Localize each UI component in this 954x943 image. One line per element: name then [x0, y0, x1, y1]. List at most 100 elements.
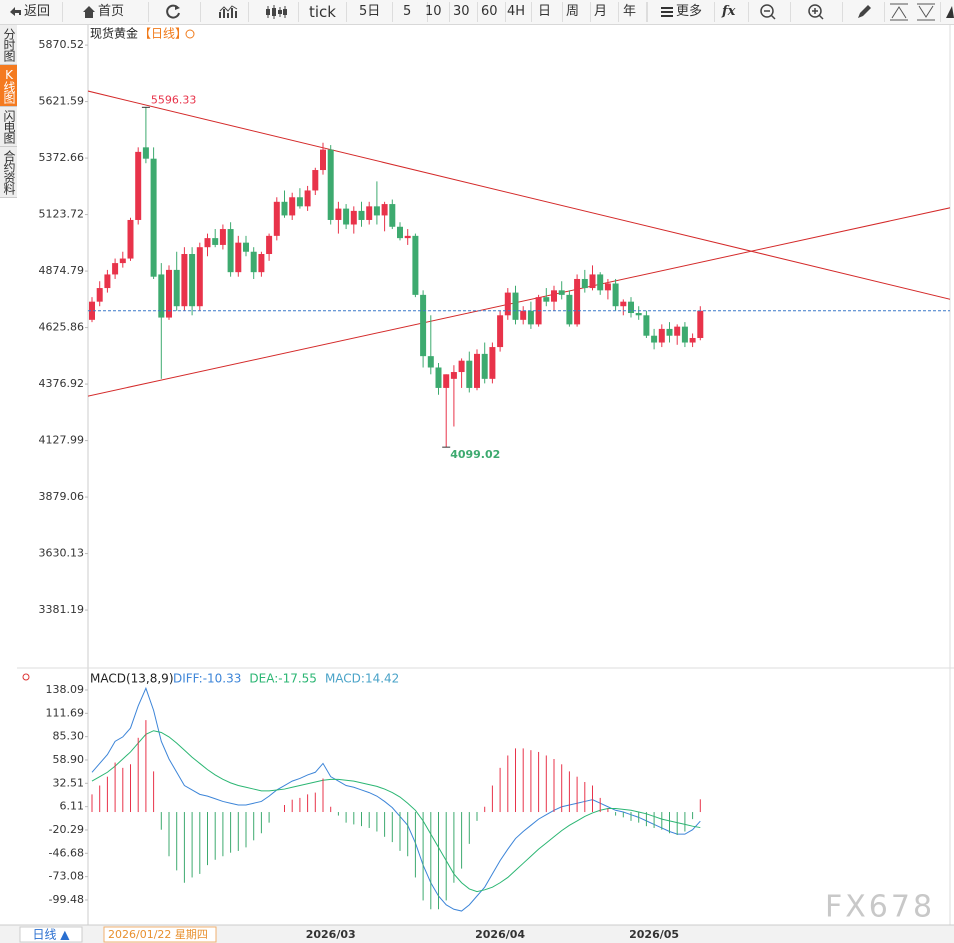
cursor-label: 2026/01/22 星期四: [108, 928, 208, 941]
y-tick-label: -20.29: [49, 823, 84, 836]
candle-body: [335, 208, 342, 220]
candle-body: [373, 206, 380, 216]
candle-body: [289, 197, 296, 216]
candle-body: [566, 294, 573, 325]
pen-icon[interactable]: [855, 0, 873, 24]
home-button[interactable]: 首页: [98, 4, 125, 19]
sidebar-tab[interactable]: 闪电图: [0, 107, 17, 147]
separator: [200, 2, 201, 22]
draw-down-icon[interactable]: [915, 0, 937, 24]
y-tick-label: 4625.86: [39, 321, 85, 334]
sidebar-tab[interactable]: K线图: [0, 65, 17, 107]
separator: [531, 2, 532, 22]
candle-body: [527, 310, 534, 325]
candle-body: [266, 235, 273, 255]
candle-body: [443, 374, 450, 388]
candle-body: [497, 315, 504, 348]
period-button[interactable]: 60: [481, 4, 498, 19]
separator: [505, 2, 506, 22]
candle-body: [651, 335, 658, 343]
candle-icon[interactable]: [264, 0, 288, 24]
zoom-out-icon[interactable]: [759, 0, 777, 24]
candle-body: [412, 235, 419, 295]
period-button[interactable]: 年: [623, 4, 637, 19]
candle-body: [281, 201, 288, 216]
candle-body: [504, 292, 511, 316]
chart-title: 现货黄金: [90, 26, 138, 41]
x-tick-label: 2026/03: [306, 928, 356, 941]
more-button[interactable]: 更多: [676, 4, 703, 19]
candle-body: [604, 283, 611, 291]
back-icon[interactable]: [8, 0, 22, 24]
period-button[interactable]: 日线 ▲: [32, 928, 70, 942]
tick-button[interactable]: tick: [309, 3, 336, 21]
sidebar: 分时图 K线图 闪电图 合约资料: [0, 25, 17, 198]
period-button[interactable]: 30: [453, 4, 470, 19]
max-label: 5596.33: [151, 93, 197, 106]
candle-body: [674, 326, 681, 336]
five-day-button[interactable]: 5日: [359, 4, 381, 19]
period-button[interactable]: 5: [403, 4, 412, 19]
candle-body: [551, 290, 557, 302]
candle-body: [142, 147, 149, 159]
candle-body: [681, 326, 688, 343]
back-button[interactable]: 返回: [24, 4, 51, 19]
min-label: 4099.02: [450, 448, 500, 461]
draw-up-icon[interactable]: [888, 0, 910, 24]
period-button[interactable]: 月: [594, 4, 608, 19]
period-button-box[interactable]: [19, 926, 83, 943]
separator: [790, 2, 791, 22]
cursor-box: [103, 926, 217, 943]
line-chart-icon[interactable]: [218, 0, 240, 24]
period-button[interactable]: 4H: [507, 4, 526, 19]
candle-body: [581, 278, 588, 289]
candle-body: [512, 292, 519, 320]
zoom-in-icon[interactable]: [807, 0, 825, 24]
candle-body: [343, 208, 350, 225]
legend-entry: DIFF:-10.33: [173, 672, 241, 686]
trend-line: [88, 207, 950, 397]
candle-body: [312, 170, 319, 191]
fx-button[interactable]: fx: [722, 4, 736, 19]
more-icon[interactable]: [660, 0, 674, 24]
candle-body: [358, 210, 365, 220]
settings-icon[interactable]: [22, 673, 30, 681]
toolbar: 返回 首页 tick 5日 更多 fx 5 10 30 60 4H 日周月年: [0, 0, 954, 25]
candle-body: [697, 310, 704, 338]
sidebar-tab[interactable]: 分时图: [0, 25, 17, 65]
candle-body: [366, 206, 373, 220]
candle-body: [489, 347, 496, 379]
y-tick-label: 5372.66: [39, 151, 85, 164]
watermark: FX678: [825, 890, 935, 925]
candle-body: [219, 229, 226, 245]
candle-body: [620, 301, 627, 307]
separator: [346, 2, 347, 22]
home-icon[interactable]: [82, 0, 96, 24]
period-button[interactable]: 周: [566, 4, 580, 19]
tool-icon[interactable]: [944, 0, 954, 24]
candle-body: [327, 149, 334, 220]
subtitle-icon[interactable]: [185, 29, 195, 39]
macd-line: [91, 730, 701, 893]
refresh-icon[interactable]: [163, 0, 183, 24]
candle-body: [643, 315, 650, 336]
candle-body: [666, 328, 673, 336]
separator: [748, 2, 749, 22]
sidebar-tab[interactable]: 合约资料: [0, 147, 17, 198]
candle-body: [181, 254, 188, 307]
y-tick-label: 138.09: [46, 683, 85, 696]
y-tick-label: 58.90: [53, 753, 85, 766]
candle-body: [320, 149, 326, 171]
y-tick-label: 4376.92: [39, 377, 85, 390]
y-tick-label: 111.69: [46, 706, 85, 719]
macd-title: MACD(13,8,9): [90, 672, 174, 686]
chart-subtitle: 【日线】: [139, 27, 187, 41]
period-button[interactable]: 日: [538, 4, 552, 19]
trend-line: [88, 90, 950, 300]
y-tick-label: 6.11: [60, 800, 85, 813]
separator: [590, 2, 591, 22]
period-button[interactable]: 10: [425, 4, 442, 19]
candle-body: [212, 238, 219, 245]
candle-body: [466, 360, 473, 388]
candle-body: [89, 301, 95, 320]
